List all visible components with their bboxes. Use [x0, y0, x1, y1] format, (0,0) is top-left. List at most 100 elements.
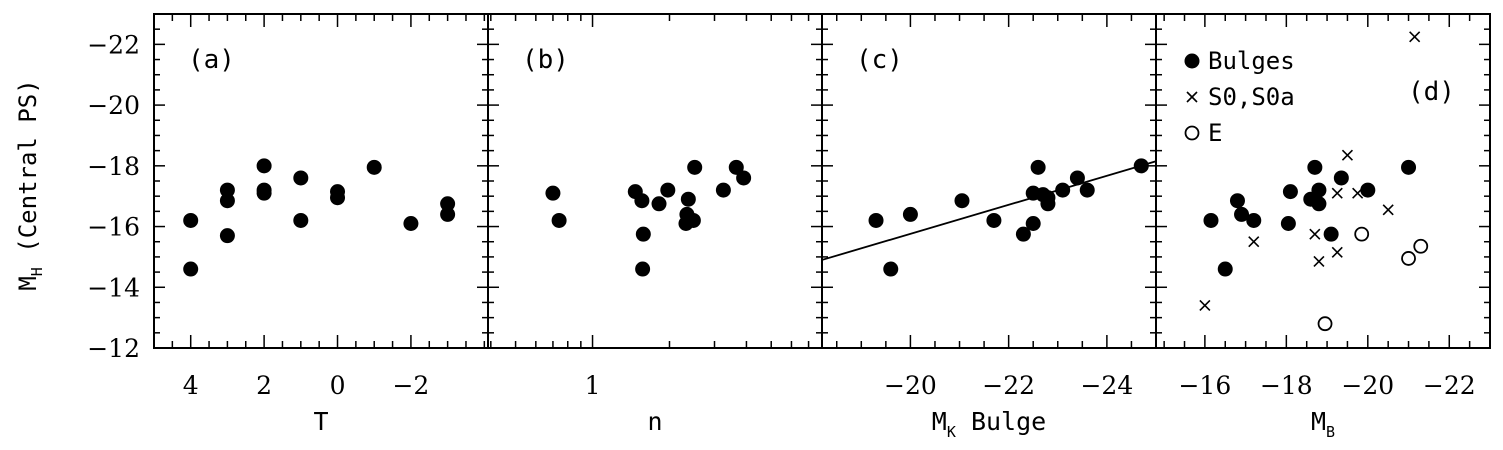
data-point: [1246, 212, 1262, 228]
data-point: [219, 228, 235, 244]
data-point: [219, 182, 235, 198]
panel-label: (a): [188, 45, 235, 75]
x-axis-label: MK Bulge: [932, 407, 1046, 441]
panel-b: 1 n (b): [487, 13, 823, 436]
cross-stroke: [1341, 149, 1354, 161]
cross-stroke: [1409, 31, 1421, 43]
y-tick-labels: −12 −14 −16 −18 −20 −22: [87, 30, 140, 363]
series-data: [545, 159, 752, 277]
data-point: [1333, 170, 1349, 186]
data-point: [687, 159, 703, 175]
data-point: [868, 212, 884, 228]
x-tick-label: −20: [1341, 371, 1394, 400]
legend-label: S0,S0a: [1208, 83, 1295, 111]
panel-label: (c): [856, 45, 903, 75]
legend-marker: [1184, 125, 1200, 141]
data-point: [1341, 149, 1354, 161]
y-axis-label: MH (Central PS): [14, 79, 46, 290]
data-point: [551, 212, 567, 228]
data-point: [1282, 184, 1298, 200]
data-point: [715, 182, 731, 198]
x-tick-label: 2: [256, 371, 272, 400]
data-point: [1382, 204, 1394, 216]
series-s0-s0a: [1199, 31, 1421, 312]
cross-stroke: [1313, 255, 1325, 268]
data-point: [293, 170, 309, 186]
series-e: [1317, 226, 1429, 332]
data-point: [1317, 316, 1333, 332]
data-point: [728, 159, 744, 175]
data-point: [1203, 212, 1219, 228]
data-point: [1040, 196, 1056, 212]
fit-line: [821, 160, 1157, 261]
data-point: [1323, 226, 1339, 242]
data-point: [635, 226, 651, 242]
cross-stroke: [1331, 246, 1343, 258]
data-point: [183, 212, 199, 228]
cross-stroke: [1309, 228, 1321, 240]
panel-frame: [1155, 13, 1491, 349]
data-point: [1030, 159, 1046, 175]
data-point: [1360, 182, 1376, 198]
panel-c: −20 −22 −24 MK Bulge (c): [821, 13, 1157, 441]
data-point: [183, 261, 199, 277]
data-point: [651, 196, 667, 212]
data-point: [1313, 255, 1325, 268]
x-axis-label-main: n: [647, 407, 662, 436]
x-axis-label-main: T: [313, 407, 328, 436]
data-point: [685, 212, 701, 228]
x-tick-label: −16: [1178, 371, 1231, 400]
data-point: [545, 185, 561, 201]
y-tick-label: −14: [87, 273, 140, 302]
data-point: [1015, 226, 1031, 242]
data-point: [440, 196, 456, 212]
legend-item: E: [1184, 119, 1222, 147]
data-point: [680, 191, 696, 207]
panel-label: (b): [522, 45, 569, 75]
cross-stroke: [1248, 236, 1260, 248]
panel-a: 4 2 0 −2 T (a): [153, 13, 489, 436]
data-point: [1331, 246, 1343, 258]
y-tick-label: −18: [87, 152, 140, 181]
legend-marker: [1186, 91, 1198, 103]
data-point: [1229, 193, 1245, 209]
data-point: [1311, 196, 1327, 212]
data-point: [1055, 182, 1071, 198]
x-axis-label-sub: B: [1326, 423, 1335, 441]
cross-stroke: [1199, 299, 1211, 312]
data-point: [256, 158, 272, 174]
x-tick-label: −18: [1260, 371, 1313, 400]
x-tick-label: −22: [1423, 371, 1476, 400]
x-axis-label-sub: K: [947, 423, 956, 441]
data-point: [293, 212, 309, 228]
data-point: [366, 159, 382, 175]
x-axis-label-main: M: [932, 407, 947, 436]
x-tick-label: −20: [884, 371, 937, 400]
y-tick-label: −20: [87, 91, 140, 120]
data-point: [736, 170, 752, 186]
x-axis-label: n: [647, 407, 662, 436]
data-point: [1354, 226, 1370, 242]
legend-item: Bulges: [1184, 47, 1295, 75]
panel-label: (d): [1408, 77, 1455, 107]
data-point: [1409, 31, 1421, 43]
y-tick-label: −22: [87, 30, 140, 59]
data-point: [1413, 238, 1429, 254]
legend-item: S0,S0a: [1186, 83, 1295, 111]
panel-d: −16 −18 −20 −22 MB (d) Bulges S0,S0a E: [1155, 13, 1491, 441]
data-point: [1311, 182, 1327, 198]
legend-label: E: [1208, 119, 1222, 147]
legend-marker: [1184, 53, 1200, 69]
data-point: [986, 212, 1002, 228]
data-point: [1234, 206, 1250, 222]
data-point: [219, 193, 235, 209]
data-point: [1401, 159, 1417, 175]
data-point: [256, 185, 272, 201]
x-axis-label-rest: Bulge: [956, 407, 1046, 436]
data-point: [1133, 158, 1149, 174]
data-point: [440, 206, 456, 222]
data-point: [1331, 187, 1343, 199]
cross-stroke: [1382, 204, 1394, 216]
data-point: [1248, 236, 1260, 248]
